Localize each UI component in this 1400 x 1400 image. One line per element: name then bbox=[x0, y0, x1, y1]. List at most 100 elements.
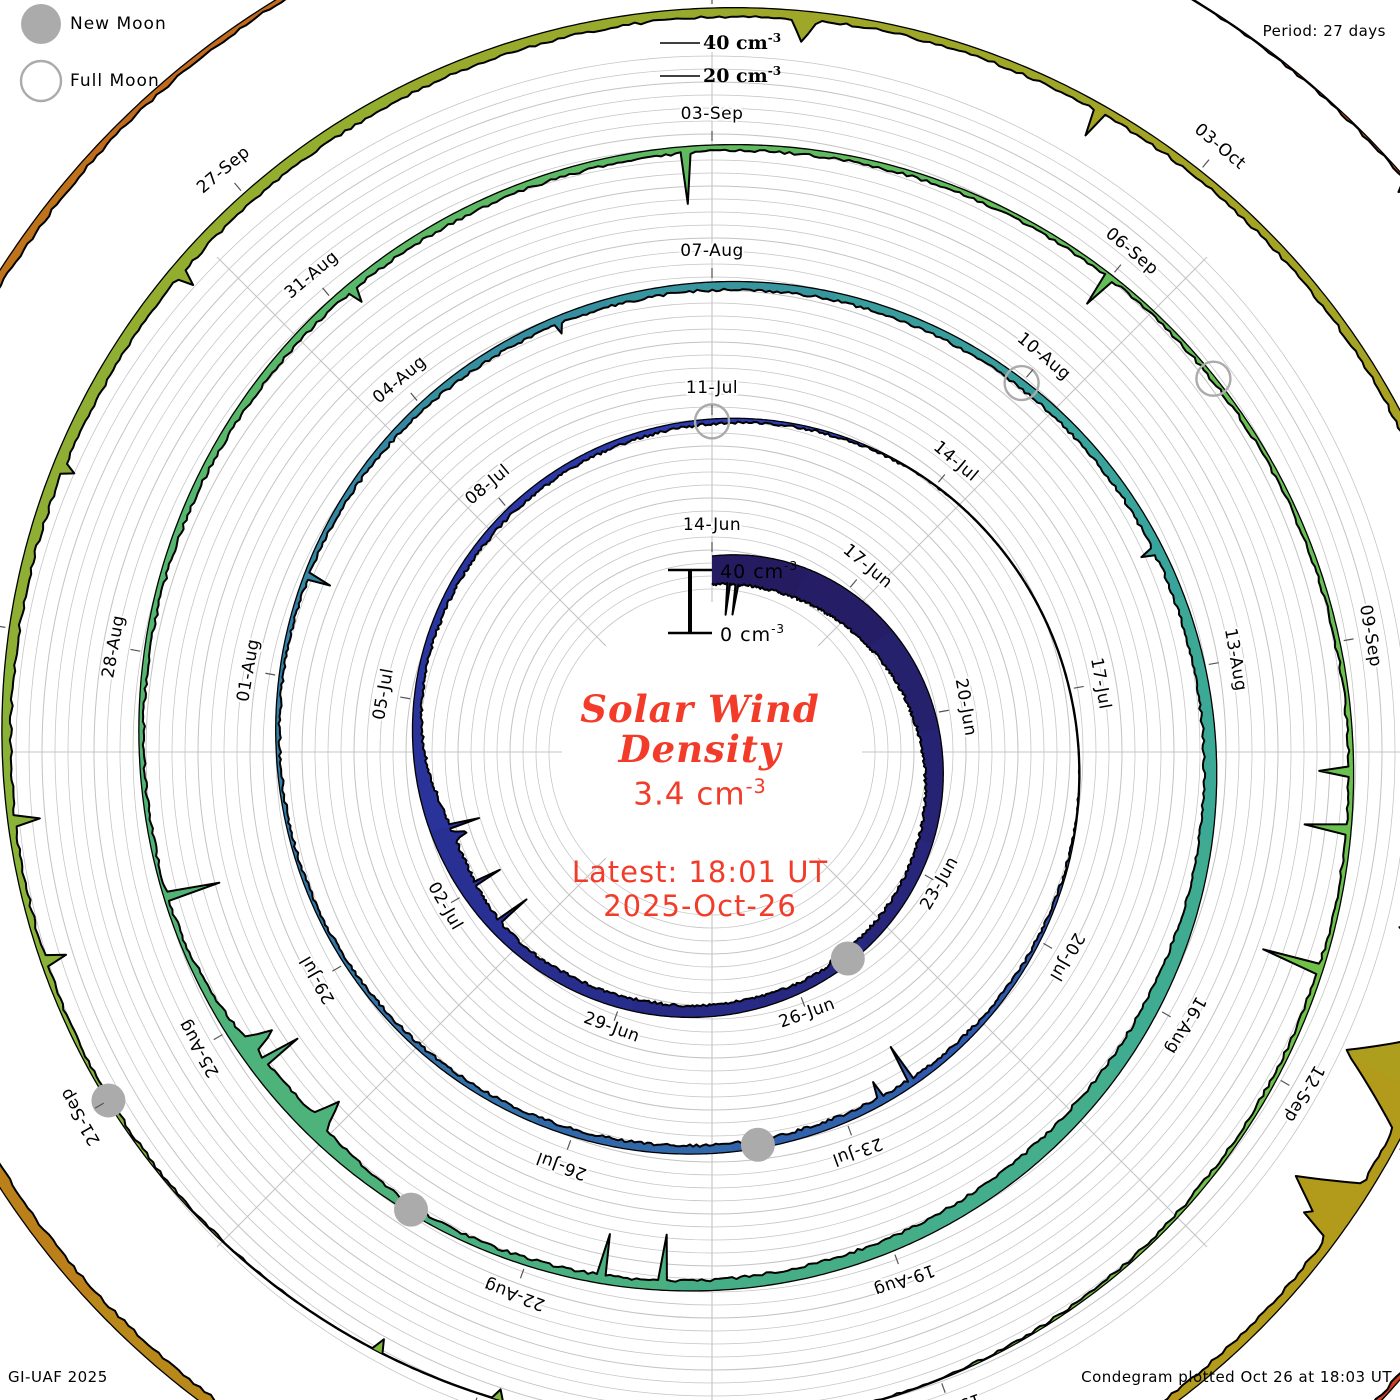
spiral-fill-segment bbox=[412, 684, 479, 832]
date-label-halo: 07-Aug bbox=[680, 241, 744, 261]
spiral-fill-segment bbox=[1041, 398, 1186, 604]
spiral-fill-segment bbox=[868, 630, 940, 734]
spiral-fill-segment bbox=[1173, 596, 1217, 845]
spiral-fill-segment bbox=[606, 281, 840, 308]
date-label: 06-Sep bbox=[1101, 224, 1162, 280]
footer-plot-time: Condegram plotted Oct 26 at 18:03 UT bbox=[1081, 1368, 1392, 1386]
date-label: 23-Jul bbox=[829, 1133, 885, 1170]
full-moon-marker bbox=[1003, 364, 1040, 402]
center-title: Solar Wind Density bbox=[0, 687, 1400, 771]
new-moon-icon bbox=[21, 4, 61, 44]
date-tick bbox=[94, 1102, 105, 1109]
spiral-fill-segment bbox=[1165, 1390, 1183, 1400]
top-scale-inner-label: 20 cm-3 bbox=[703, 64, 781, 87]
full-moon-icon bbox=[19, 59, 63, 103]
date-tick bbox=[1026, 369, 1034, 378]
date-label: 08-Jul bbox=[461, 460, 514, 509]
spiral-fill-segment bbox=[950, 184, 1204, 366]
spiral-fill-segment bbox=[82, 1287, 215, 1400]
spiral-fill-segment bbox=[912, 1064, 1120, 1240]
date-tick bbox=[475, 1397, 478, 1400]
spiral-fill-segment bbox=[532, 1115, 733, 1155]
spiral-fill-segment bbox=[296, 409, 419, 601]
spiral-fill-segment bbox=[473, 447, 601, 551]
center-title-line2: Density bbox=[618, 726, 782, 771]
date-label: 27-Sep bbox=[193, 142, 254, 198]
center-title-line1: Solar Wind bbox=[580, 687, 820, 731]
date-tick bbox=[234, 182, 242, 192]
date-tick bbox=[400, 696, 411, 700]
date-tick bbox=[498, 497, 506, 506]
spiral-fill-segment bbox=[1105, 837, 1213, 1077]
spiral-fill-segment bbox=[794, 569, 894, 648]
date-tick bbox=[1280, 1079, 1290, 1086]
center-latest-date: 2025-Oct-26 bbox=[603, 889, 797, 924]
date-tick bbox=[0, 625, 6, 628]
date-tick bbox=[213, 1034, 223, 1041]
date-tick bbox=[849, 579, 858, 588]
date-label: 26-Jul bbox=[534, 1147, 590, 1184]
top-scale-outer-label: 40 cm-3 bbox=[703, 31, 781, 54]
date-label-halo: 03-Sep bbox=[681, 104, 744, 124]
legend-new-moon-label: New Moon bbox=[70, 14, 167, 34]
scale-bar: 40 cm-3 0 cm-3 bbox=[668, 559, 797, 646]
spiral-fill-segment bbox=[415, 544, 481, 689]
spiral-fill-segment bbox=[661, 1225, 923, 1291]
date-label: 15-Sep bbox=[918, 1389, 984, 1400]
date-label: 03-Sep bbox=[681, 104, 744, 124]
spiral-fill-segment bbox=[712, 554, 810, 615]
date-tick bbox=[1043, 942, 1053, 949]
date-tick bbox=[519, 1268, 525, 1279]
date-label: 03-Oct bbox=[1190, 120, 1249, 174]
date-label: 13-Aug bbox=[1220, 627, 1251, 693]
date-label: 11-Jul bbox=[686, 378, 738, 398]
spiral-fill-segment bbox=[391, 7, 750, 102]
legend-full-moon-label: Full Moon bbox=[70, 71, 160, 91]
full-moon-marker bbox=[1195, 360, 1232, 397]
spiral-fill-segment bbox=[655, 144, 957, 204]
new-moon-marker bbox=[394, 1192, 429, 1227]
scale-bar-bottom-label: 0 cm-3 bbox=[720, 622, 785, 646]
date-tick bbox=[566, 1139, 572, 1150]
period-label: Period: 27 days bbox=[1262, 22, 1386, 40]
spiral-fill-segment bbox=[507, 938, 634, 1011]
date-tick bbox=[1202, 159, 1210, 168]
date-tick bbox=[800, 996, 806, 1007]
date-label: 16-Aug bbox=[1161, 993, 1210, 1058]
date-tick bbox=[613, 1011, 619, 1022]
center-value-number: 3.4 cm bbox=[633, 776, 746, 813]
date-label: 07-Aug bbox=[680, 241, 744, 261]
center-value-exponent: -3 bbox=[745, 775, 767, 798]
date-label-halo: 14-Jun bbox=[683, 515, 741, 535]
date-tick bbox=[938, 709, 949, 713]
center-latest-time: Latest: 18:01 UT bbox=[571, 855, 829, 889]
full-moon-marker bbox=[693, 403, 731, 440]
date-tick bbox=[410, 392, 418, 401]
spiral-fill-segment bbox=[728, 1047, 914, 1153]
new-moon-marker bbox=[91, 1083, 126, 1118]
spiral-fill-segment bbox=[0, 1164, 96, 1300]
spiral-fill-segment bbox=[833, 292, 1050, 408]
date-label: 12-Sep bbox=[1280, 1062, 1329, 1126]
date-label: 22-Aug bbox=[481, 1274, 548, 1315]
spiral-fill-segment bbox=[138, 473, 207, 755]
spiral-fill-segment bbox=[743, 7, 1104, 136]
footer-credit: GI-UAF 2025 bbox=[8, 1368, 108, 1386]
spiral-fill-segment bbox=[876, 1396, 893, 1400]
legend-icons bbox=[19, 4, 63, 103]
date-tick bbox=[941, 1383, 946, 1393]
date-label: 29-Jul bbox=[296, 952, 339, 1007]
spiral-fill-segment bbox=[0, 150, 97, 287]
spiral-fill-segment bbox=[1171, 1058, 1400, 1400]
date-tick bbox=[894, 1254, 899, 1265]
date-label: 14-Jun bbox=[683, 515, 741, 535]
spiral-fill-segment bbox=[406, 1204, 667, 1291]
center-value: 3.4 cm-3 bbox=[0, 775, 1400, 812]
spiral-fill-segment bbox=[1, 652, 66, 1001]
spiral-fill-segment bbox=[1192, 0, 1276, 57]
date-tick bbox=[130, 648, 141, 652]
